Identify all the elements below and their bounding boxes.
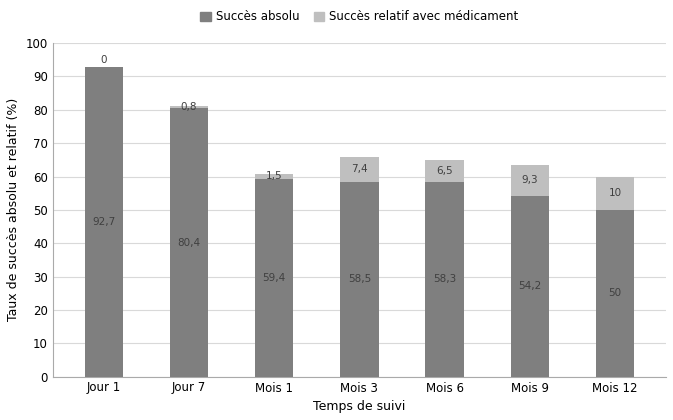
Text: 80,4: 80,4 [178, 238, 201, 247]
Text: 58,5: 58,5 [348, 274, 371, 284]
Text: 7,4: 7,4 [351, 164, 367, 174]
Bar [170, 106, 208, 108]
Bar [511, 165, 549, 196]
Legend: Succès absolu, Succès relatif avec médicament: Succès absolu, Succès relatif avec médic… [196, 5, 523, 28]
Text: 9,3: 9,3 [522, 175, 538, 185]
Text: 58,3: 58,3 [433, 274, 456, 284]
Bar [340, 157, 378, 181]
Text: 50: 50 [608, 288, 621, 298]
Bar [255, 178, 293, 377]
Bar [255, 173, 293, 178]
Bar [170, 108, 208, 377]
Text: 92,7: 92,7 [92, 217, 115, 227]
Bar [425, 160, 464, 182]
Bar [596, 210, 634, 377]
X-axis label: Temps de suivi: Temps de suivi [313, 400, 406, 413]
Bar [425, 182, 464, 377]
Bar [596, 176, 634, 210]
Text: 54,2: 54,2 [518, 281, 541, 291]
Text: 10: 10 [608, 188, 621, 198]
Text: 0: 0 [100, 55, 107, 66]
Y-axis label: Taux de succès absolu et relatif (%): Taux de succès absolu et relatif (%) [7, 98, 20, 321]
Text: 59,4: 59,4 [262, 273, 286, 283]
Text: 6,5: 6,5 [436, 166, 453, 176]
Text: 0,8: 0,8 [180, 102, 197, 112]
Bar [85, 68, 123, 377]
Bar [511, 196, 549, 377]
Bar [340, 181, 378, 377]
Text: 1,5: 1,5 [266, 171, 283, 181]
